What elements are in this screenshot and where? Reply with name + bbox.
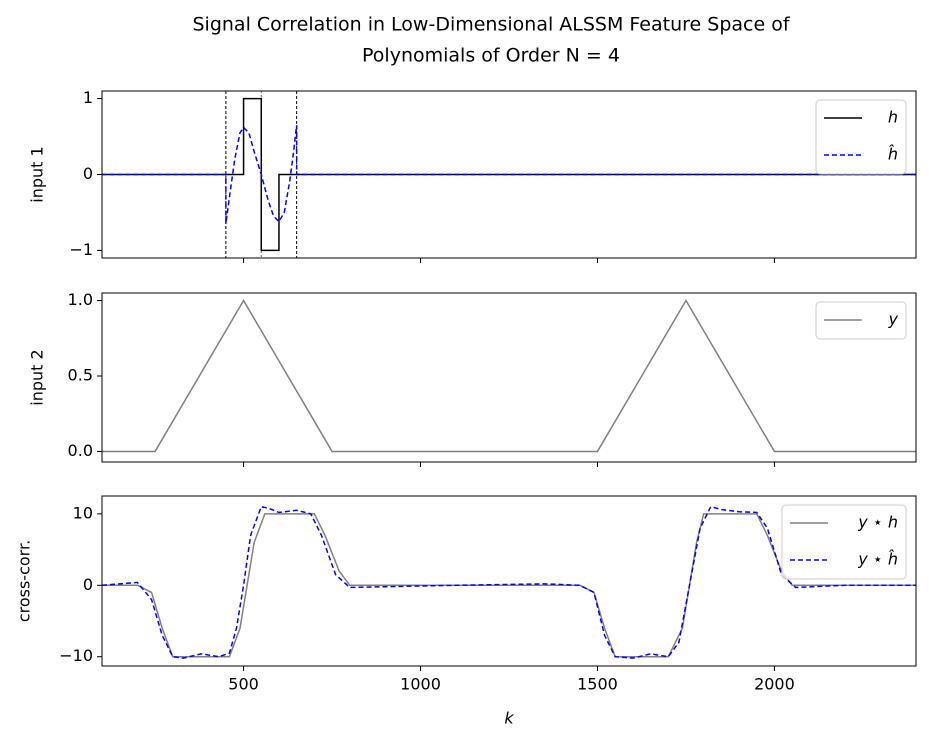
- y-tick-label: 1: [83, 88, 93, 107]
- series-line: [102, 505, 916, 659]
- series-line: [102, 125, 916, 224]
- x-tick-label: 1500: [577, 675, 618, 694]
- legend-label: y ⋆ ĥ: [857, 550, 898, 569]
- y-axis-label: input 2: [28, 349, 47, 405]
- x-tick-label: 1000: [400, 675, 441, 694]
- y-axis-label: cross-corr.: [15, 540, 34, 622]
- x-axis-label: k: [504, 709, 514, 728]
- legend-label: ĥ: [888, 145, 898, 164]
- series-line: [102, 299, 916, 453]
- y-tick-label: 10: [73, 503, 93, 522]
- x-tick-label: 500: [228, 675, 259, 694]
- y-tick-label: −1: [69, 240, 93, 259]
- x-tick-label: 2000: [754, 675, 795, 694]
- title-line: Signal Correlation in Low-Dimensional AL…: [192, 14, 790, 36]
- y-axis-label: input 1: [28, 146, 47, 202]
- y-tick-label: −10: [59, 646, 93, 665]
- y-tick-label: 0: [83, 164, 93, 183]
- legend-label: y ⋆ h: [857, 513, 898, 532]
- legend-label: y: [888, 310, 899, 329]
- axes-frame: [101, 495, 917, 667]
- legend-label: h: [888, 108, 898, 127]
- y-tick-label: 0.5: [68, 365, 93, 384]
- y-tick-label: 1.0: [68, 290, 93, 309]
- plot-area: [102, 91, 916, 258]
- plot-area: [102, 299, 916, 453]
- y-tick-label: 0: [83, 575, 93, 594]
- plot-area: [102, 505, 916, 659]
- y-tick-label: 0.0: [68, 441, 93, 460]
- axes-frame: [101, 292, 917, 463]
- title-line: Polynomials of Order N = 4: [362, 45, 620, 67]
